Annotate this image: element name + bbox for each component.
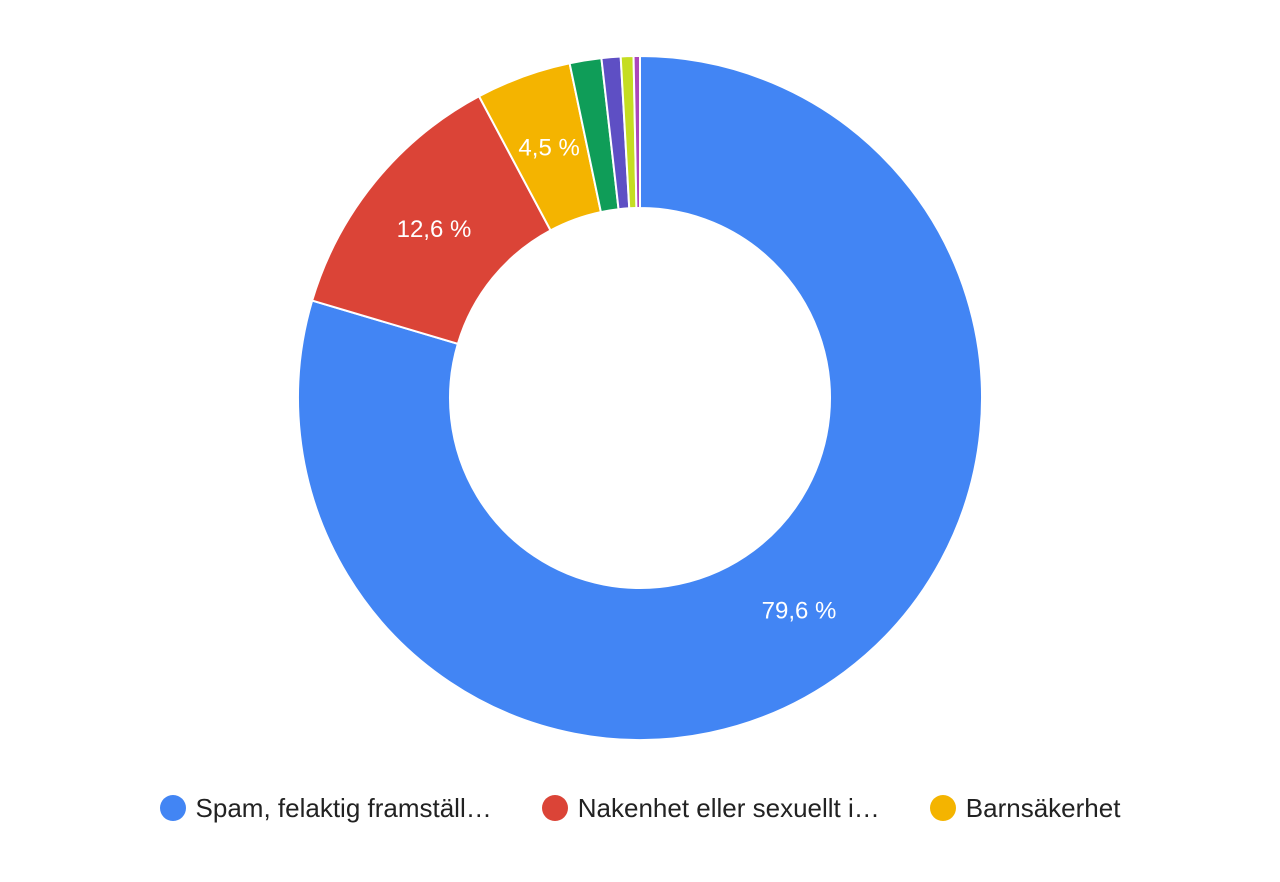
legend-swatch-child-safety <box>929 795 956 821</box>
legend-item-spam[interactable]: Spam, felaktig framställ… <box>159 792 492 824</box>
donut-slice-0[interactable] <box>297 54 983 741</box>
legend-item-nudity[interactable]: Nakenhet eller sexuellt i… <box>541 792 880 824</box>
chart-legend: Spam, felaktig framställ… Nakenhet eller… <box>0 786 1280 830</box>
legend-label-nudity: Nakenhet eller sexuellt i… <box>577 792 880 823</box>
legend-label-spam: Spam, felaktig framställ… <box>195 792 492 823</box>
donut-chart: 79,6 % 12,6 % 4,5 % <box>297 54 983 741</box>
legend-swatch-spam <box>159 795 186 821</box>
legend-label-child-safety: Barnsäkerhet <box>965 792 1121 823</box>
slice-value-label-1: 12,6 % <box>397 216 472 243</box>
legend-swatch-nudity <box>541 795 568 821</box>
slice-value-label-2: 4,5 % <box>518 135 579 162</box>
legend-item-child-safety[interactable]: Barnsäkerhet <box>929 792 1121 824</box>
donut-slice-6[interactable] <box>632 54 641 210</box>
slice-value-label-0: 79,6 % <box>762 598 837 625</box>
